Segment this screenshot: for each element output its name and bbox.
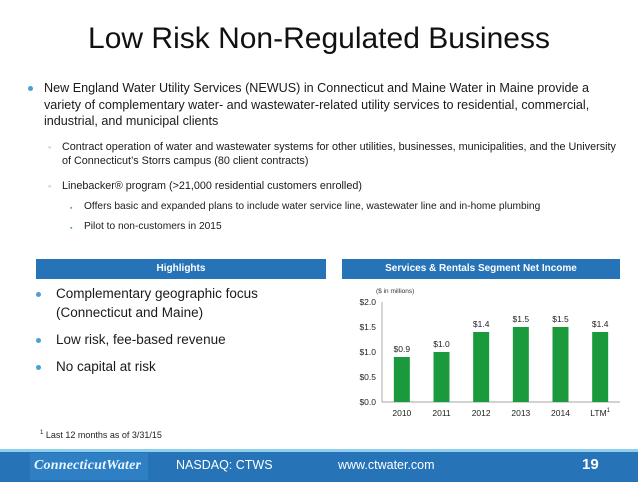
- y-tick-label: $0.0: [359, 397, 376, 407]
- sub-sub-bullet-item: ▪ Pilot to non-customers in 2015: [28, 220, 618, 233]
- bar-data-label: $1.0: [433, 339, 450, 349]
- ring-bullet-icon: ◦: [48, 141, 52, 152]
- ticker-text: NASDAQ: CTWS: [176, 458, 273, 472]
- bar-data-label: $1.5: [513, 314, 530, 324]
- chart-header: Services & Rentals Segment Net Income: [342, 259, 620, 279]
- bar: [552, 327, 569, 402]
- bullet-list: New England Water Utility Services (NEWU…: [28, 80, 618, 233]
- x-tick-label: 2010: [392, 408, 411, 418]
- highlight-item: Complementary geographic focus (Connecti…: [36, 284, 326, 322]
- y-tick-label: $1.5: [359, 322, 376, 332]
- sub-bullet-text: Linebacker® program (>21,000 residential…: [62, 179, 362, 192]
- page-title: Low Risk Non-Regulated Business: [88, 22, 550, 55]
- sub-bullet-item: ◦ Linebacker® program (>21,000 residenti…: [28, 179, 618, 194]
- sub-sub-bullet-text: Offers basic and expanded plans to inclu…: [84, 201, 541, 212]
- sub-bullet-item: ◦ Contract operation of water and wastew…: [28, 140, 618, 169]
- square-bullet-icon: ▪: [70, 225, 73, 232]
- highlight-item: No capital at risk: [36, 357, 326, 376]
- bullet-text: New England Water Utility Services (NEWU…: [44, 81, 590, 128]
- x-tick-label: 2012: [472, 408, 491, 418]
- y-tick-label: $2.0: [359, 297, 376, 307]
- highlights-list: Complementary geographic focus (Connecti…: [36, 284, 326, 384]
- logo-text: ConnecticutWater: [34, 458, 142, 473]
- bullet-dot-icon: [36, 365, 41, 370]
- highlight-text: Low risk, fee-based revenue: [56, 332, 226, 347]
- y-tick-label: $1.0: [359, 347, 376, 357]
- footnote: 1 Last 12 months as of 3/31/15: [40, 430, 162, 440]
- x-tick-label: 2011: [432, 408, 451, 418]
- x-tick-label: 2013: [511, 408, 530, 418]
- bar-data-label: $1.4: [592, 319, 609, 329]
- page-number: 19: [582, 456, 599, 473]
- footnote-text: Last 12 months as of 3/31/15: [45, 430, 162, 440]
- chart-unit-label: ($ in millions): [376, 288, 414, 295]
- sub-sub-bullet-text: Pilot to non-customers in 2015: [84, 221, 222, 232]
- website-link[interactable]: www.ctwater.com: [338, 458, 435, 472]
- x-tick-superscript: 1: [607, 408, 611, 414]
- net-income-bar-chart: ($ in millions) $0.0 $0.5 $1.0 $1.5 $2.0 $0.9 2…: [359, 288, 620, 418]
- footer-bar: ConnecticutWater NASDAQ: CTWS www.ctwate…: [0, 449, 638, 482]
- bar: [433, 352, 450, 402]
- sub-sub-bullet-item: ▪ Offers basic and expanded plans to inc…: [28, 200, 618, 213]
- x-tick-label: LTM1: [590, 408, 610, 418]
- bullet-dot-icon: [28, 86, 33, 91]
- bar: [512, 327, 529, 402]
- bar: [473, 332, 490, 402]
- square-bullet-icon: ▪: [70, 205, 73, 212]
- highlight-text: Complementary geographic focus (Connecti…: [56, 286, 258, 320]
- bullet-item: New England Water Utility Services (NEWU…: [28, 80, 618, 130]
- y-tick-label: $0.5: [359, 372, 376, 382]
- sub-bullet-text: Contract operation of water and wastewat…: [62, 140, 616, 168]
- highlight-text: No capital at risk: [56, 359, 156, 374]
- bullet-dot-icon: [36, 292, 41, 297]
- bar-data-label: $0.9: [394, 344, 411, 354]
- x-tick-label: 2014: [551, 408, 570, 418]
- company-logo: ConnecticutWater: [30, 453, 148, 480]
- bar-data-label: $1.5: [552, 314, 569, 324]
- bullet-dot-icon: [36, 338, 41, 343]
- bar: [592, 332, 609, 402]
- ring-bullet-icon: ◦: [48, 180, 52, 191]
- bar: [393, 357, 410, 402]
- highlights-header: Highlights: [36, 259, 326, 279]
- highlight-item: Low risk, fee-based revenue: [36, 330, 326, 349]
- footnote-marker: 1: [40, 430, 44, 436]
- bar-data-label: $1.4: [473, 319, 490, 329]
